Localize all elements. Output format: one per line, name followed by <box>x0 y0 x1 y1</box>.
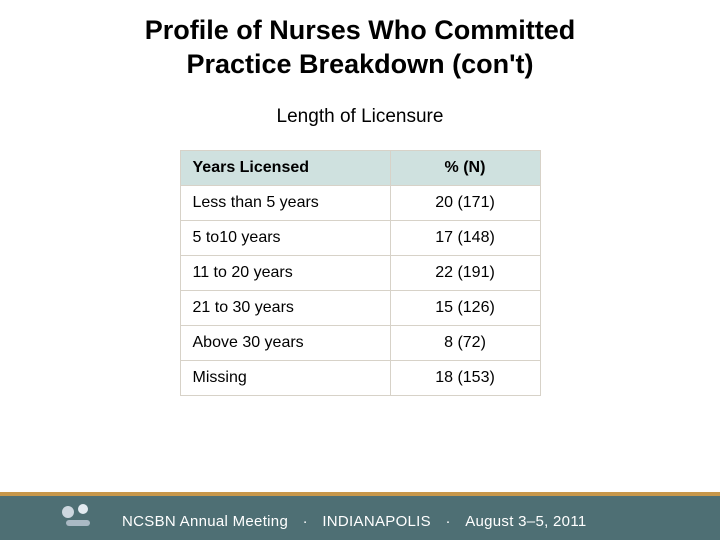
footer-logo <box>60 504 110 534</box>
slide-title: Profile of Nurses Who Committed Practice… <box>0 0 720 82</box>
table-row: Above 30 years 8 (72) <box>180 325 540 360</box>
table-row: 21 to 30 years 15 (126) <box>180 290 540 325</box>
table-cell-value: 18 (153) <box>390 360 540 395</box>
table-header-label: Years Licensed <box>180 150 390 185</box>
footer-seg-city: INDIANAPOLIS <box>322 513 431 530</box>
table-cell-value: 8 (72) <box>390 325 540 360</box>
table-row: 5 to10 years 17 (148) <box>180 220 540 255</box>
footer-band: NCSBN Annual Meeting · INDIANAPOLIS · Au… <box>0 496 720 540</box>
footer-seg-org: NCSBN Annual Meeting <box>122 513 288 530</box>
table-cell-label: 11 to 20 years <box>180 255 390 290</box>
dot-icon: · <box>445 513 450 530</box>
table-cell-value: 17 (148) <box>390 220 540 255</box>
licensure-table: Years Licensed % (N) Less than 5 years 2… <box>180 150 541 396</box>
table-cell-value: 15 (126) <box>390 290 540 325</box>
table-row: 11 to 20 years 22 (191) <box>180 255 540 290</box>
table-cell-label: 5 to10 years <box>180 220 390 255</box>
slide-title-line2: Practice Breakdown (con't) <box>186 49 533 79</box>
table-cell-label: 21 to 30 years <box>180 290 390 325</box>
table-cell-value: 20 (171) <box>390 185 540 220</box>
table-cell-label: Less than 5 years <box>180 185 390 220</box>
slide-subtitle: Length of Licensure <box>0 106 720 128</box>
table-cell-label: Above 30 years <box>180 325 390 360</box>
table-row: Less than 5 years 20 (171) <box>180 185 540 220</box>
table-header-row: Years Licensed % (N) <box>180 150 540 185</box>
dot-icon: · <box>303 513 308 530</box>
table-cell-value: 22 (191) <box>390 255 540 290</box>
table-header-value: % (N) <box>390 150 540 185</box>
table-row: Missing 18 (153) <box>180 360 540 395</box>
footer-text: NCSBN Annual Meeting · INDIANAPOLIS · Au… <box>122 513 587 530</box>
table-cell-label: Missing <box>180 360 390 395</box>
slide-title-line1: Profile of Nurses Who Committed <box>145 15 576 45</box>
footer-seg-date: August 3–5, 2011 <box>465 513 586 530</box>
